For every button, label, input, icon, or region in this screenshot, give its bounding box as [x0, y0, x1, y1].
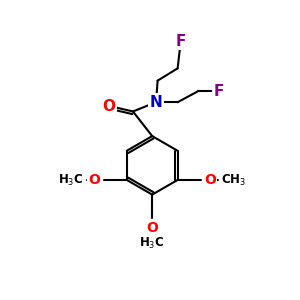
Text: O: O — [103, 99, 116, 114]
Text: H$_3$C: H$_3$C — [140, 236, 165, 251]
Text: N: N — [150, 95, 162, 110]
Text: F: F — [213, 84, 224, 99]
Text: F: F — [176, 34, 186, 49]
Text: O: O — [146, 221, 158, 235]
Text: CH$_3$: CH$_3$ — [221, 172, 246, 188]
Text: O: O — [88, 173, 100, 187]
Text: H$_3$C: H$_3$C — [58, 172, 84, 188]
Text: O: O — [205, 173, 216, 187]
